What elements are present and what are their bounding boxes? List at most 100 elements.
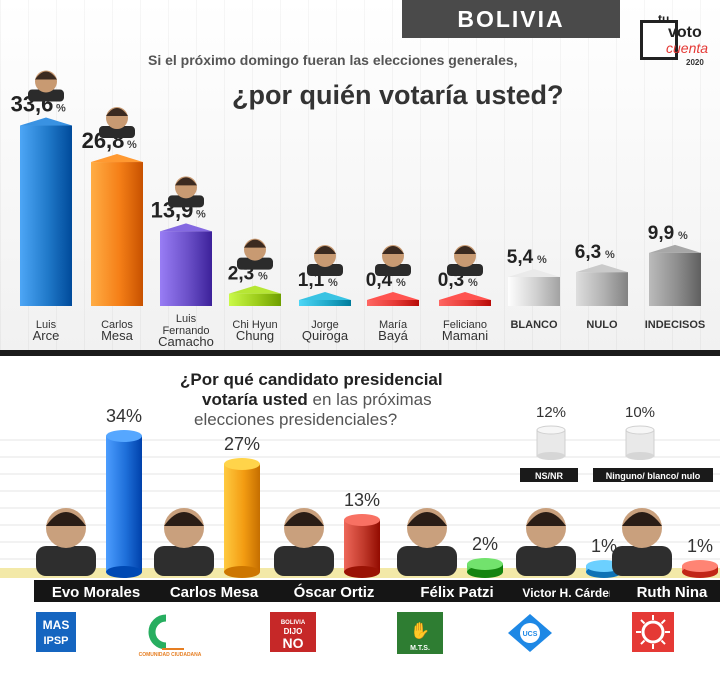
name-plate-2 xyxy=(272,580,396,602)
candidate-name-0: Evo Morales xyxy=(52,584,140,601)
cyl-value-label-5: 1% xyxy=(687,536,713,556)
candidate-name-3: Félix Patzi xyxy=(420,584,493,601)
category-label-4-1: Quiroga xyxy=(302,328,349,343)
extra-label-0: NS/NR xyxy=(535,471,564,481)
bar-top-7 xyxy=(508,268,560,277)
category-label-6-0: Feliciano xyxy=(443,319,487,331)
value-unit-6: % xyxy=(468,277,478,289)
cyl-value-label-4: 1% xyxy=(591,536,617,556)
bar-top-3 xyxy=(229,285,281,294)
value-unit-7: % xyxy=(537,254,547,266)
portrait-shoulders-5 xyxy=(375,264,411,276)
cyl-bar-base-1 xyxy=(224,566,260,578)
party-hand-icon-3: ✋ xyxy=(410,621,430,640)
party-label-2-1: DIJO xyxy=(284,627,303,636)
category-label-0-0: Luis xyxy=(36,319,57,331)
panel-divider xyxy=(0,350,720,356)
extra-cyl-base-1 xyxy=(626,452,654,460)
cyl-bar-base-2 xyxy=(344,566,380,578)
bar-5 xyxy=(367,300,419,306)
question-bottom-line3: elecciones presidenciales? xyxy=(194,410,398,429)
logo-text-cuenta: cuenta xyxy=(666,40,709,56)
party-logo-3 xyxy=(397,612,443,654)
category-label-9-0: INDECISOS xyxy=(645,319,706,331)
party-logo-2 xyxy=(270,612,316,652)
value-label-8: 6,3 xyxy=(575,242,601,263)
value-unit-8: % xyxy=(605,249,615,261)
portrait-hair-1 xyxy=(106,108,128,117)
candidate-hair-4 xyxy=(526,512,566,526)
category-label-6-1: Mamani xyxy=(442,328,488,343)
bar-top-5 xyxy=(367,292,419,300)
portrait-shoulders-3 xyxy=(237,257,273,270)
value-label-7: 5,4 xyxy=(507,247,534,268)
bar-7 xyxy=(508,276,560,306)
party-label-3: M.T.S. xyxy=(410,645,430,652)
value-unit-5: % xyxy=(396,277,406,289)
party-label-0-1: IPSP xyxy=(43,635,68,647)
bar-3 xyxy=(229,293,281,306)
extra-label-plate-0 xyxy=(520,468,578,482)
bar-8 xyxy=(576,272,628,306)
candidate-hair-5 xyxy=(622,512,662,526)
question-bottom: ¿Por qué candidato presidencial votaría … xyxy=(180,370,540,430)
bar-4 xyxy=(299,300,351,306)
candidate-shoulders-2 xyxy=(274,546,334,576)
tu-voto-cuenta-logo: tu voto cuenta 2020 xyxy=(638,10,714,70)
bar-6 xyxy=(439,300,491,306)
party-label-2-0: BOLIVIA xyxy=(281,620,306,626)
candidate-hair-2 xyxy=(284,512,324,526)
bar-top-2 xyxy=(160,223,212,232)
cyl-bar-0 xyxy=(106,436,142,572)
portrait-hair-3 xyxy=(244,239,266,248)
candidate-hair-3 xyxy=(407,512,447,526)
category-label-1-1: Mesa xyxy=(101,328,134,343)
bar-top-4 xyxy=(299,292,351,300)
category-label-8-0: NULO xyxy=(586,319,618,331)
question-bottom-line1: ¿Por qué candidato presidencial xyxy=(180,370,443,389)
extra-label-1: Ninguno/ blanco/ nulo xyxy=(606,471,701,481)
extra-value-0: 12% xyxy=(536,404,566,421)
category-label-1-0: Carlos xyxy=(101,319,133,331)
party-label-2-2: NO xyxy=(283,635,304,651)
cyl-bar-top-5 xyxy=(682,560,718,572)
question-bottom-line2-rest: en las próximas xyxy=(307,390,432,409)
party-logo-0 xyxy=(36,612,76,652)
portrait-shoulders-6 xyxy=(447,264,483,276)
bar-9 xyxy=(649,252,701,306)
category-label-3-0: Chi Hyun xyxy=(232,319,277,331)
party-logo-inner-4 xyxy=(520,623,540,643)
party-label-4: UCS xyxy=(523,631,538,638)
value-unit-0: % xyxy=(56,103,66,115)
sun-ray-5-1 xyxy=(660,639,666,645)
cyl-bar-top-0 xyxy=(106,430,142,442)
question-top-line2: ¿por quién votaría usted? xyxy=(232,80,564,110)
portrait-hair-2 xyxy=(175,177,197,186)
value-label-9: 9,9 xyxy=(648,223,674,244)
party-logo-line-1 xyxy=(162,648,184,650)
bar-top-1 xyxy=(91,154,143,163)
bar-2 xyxy=(160,231,212,306)
bar-1 xyxy=(91,162,143,306)
sun-ray-5-5 xyxy=(640,619,646,625)
category-label-3-1: Chung xyxy=(236,328,274,343)
candidate-name-4: Victor H. Cárdenas xyxy=(522,586,629,600)
candidate-name-5: Ruth Nina xyxy=(637,584,708,601)
country-banner: BOLIVIA xyxy=(402,0,620,38)
candidate-hair-0 xyxy=(46,512,86,526)
portrait-hair-0 xyxy=(35,71,57,80)
name-plate-1 xyxy=(152,580,276,602)
question-bottom-line2-bold: votaría usted xyxy=(202,390,308,409)
bar-top-0 xyxy=(20,117,72,126)
category-label-2-0: Luis xyxy=(176,313,197,325)
extra-label-plate-1 xyxy=(593,468,713,482)
candidate-shoulders-3 xyxy=(397,546,457,576)
category-label-5-1: Bayá xyxy=(378,328,408,343)
cyl-value-label-0: 34% xyxy=(106,406,142,426)
candidate-shoulders-0 xyxy=(36,546,96,576)
cyl-bar-top-1 xyxy=(224,458,260,470)
bar-0 xyxy=(20,125,72,307)
candidate-hair-1 xyxy=(164,512,204,526)
value-unit-4: % xyxy=(328,277,338,289)
